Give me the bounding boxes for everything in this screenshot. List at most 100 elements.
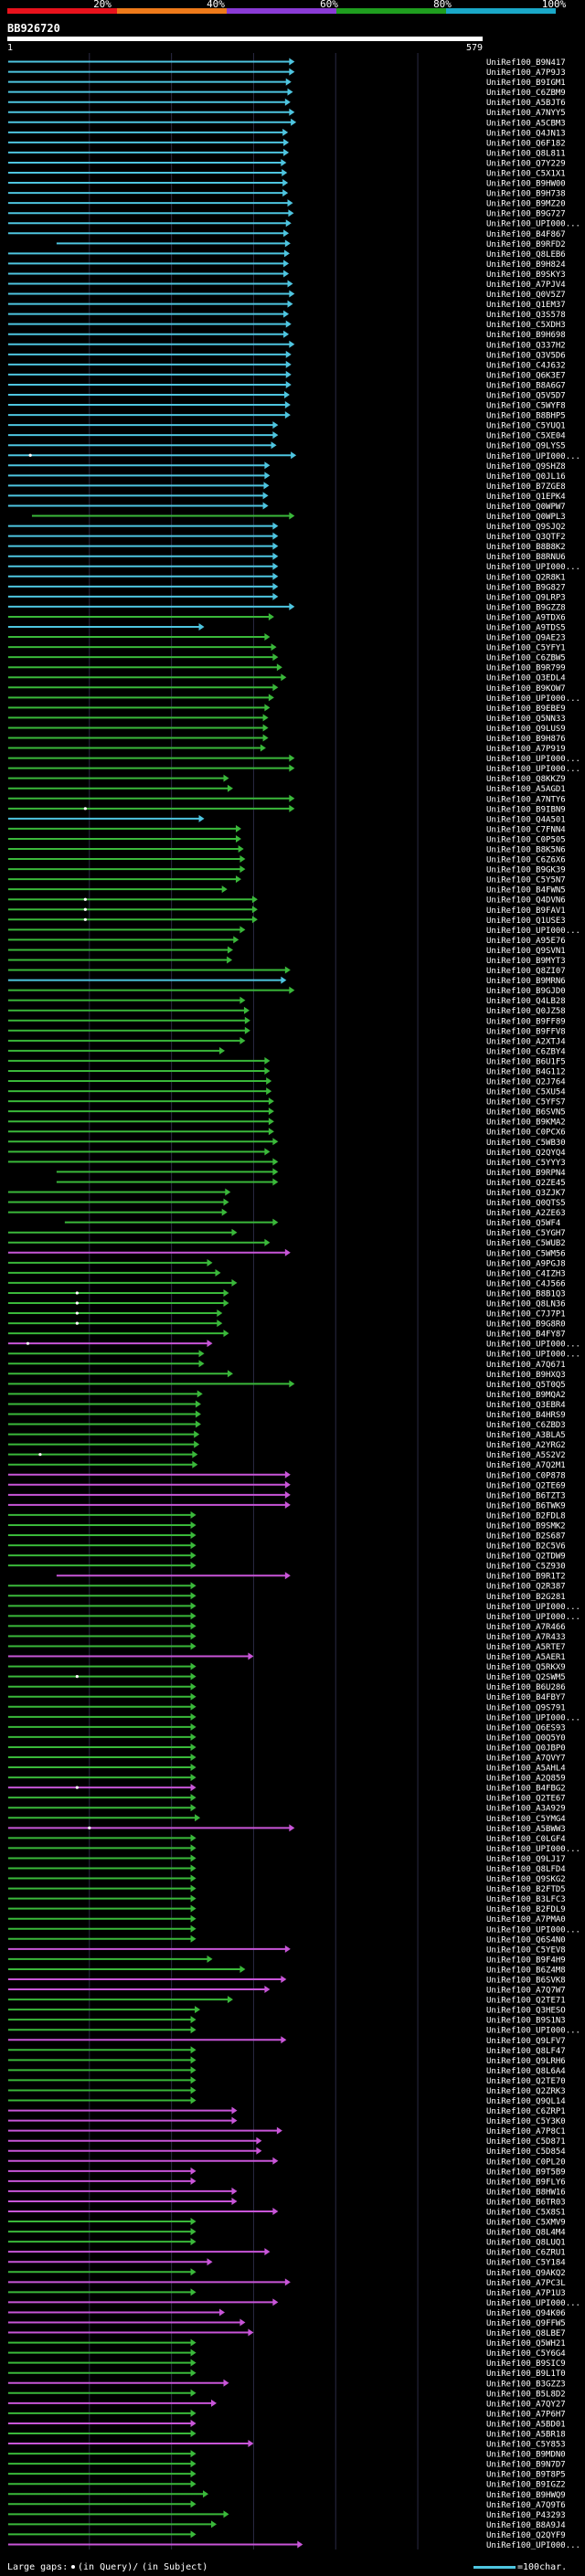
hit-label[interactable]: UniRef100_B8BHP5 — [486, 412, 566, 421]
hit-label[interactable]: UniRef100_Q3S578 — [486, 311, 566, 320]
hit-label[interactable]: UniRef100_UPI000... — [486, 220, 580, 229]
hit-label[interactable]: UniRef100_UPI000... — [486, 563, 580, 572]
hit-label[interactable]: UniRef100_B9MDN0 — [486, 2451, 566, 2460]
hit-label[interactable]: UniRef100_B9HXQ3 — [486, 1371, 566, 1380]
hit-label[interactable]: UniRef100_Q5NN33 — [486, 715, 566, 724]
hit-label[interactable]: UniRef100_B6TZT3 — [486, 1491, 566, 1500]
hit-label[interactable]: UniRef100_B8A6G7 — [486, 381, 566, 390]
hit-label[interactable]: UniRef100_B9MQA2 — [486, 1391, 566, 1400]
hit-label[interactable]: UniRef100_Q1EPK4 — [486, 493, 566, 502]
hit-label[interactable]: UniRef100_Q9LYS5 — [486, 442, 566, 451]
hit-label[interactable]: UniRef100_C5YFS7 — [486, 1098, 566, 1108]
hit-label[interactable]: UniRef100_Q8ZI07 — [486, 967, 566, 976]
hit-label[interactable]: UniRef100_B8RNU6 — [486, 553, 566, 562]
hit-label[interactable]: UniRef100_Q4A501 — [486, 815, 566, 824]
hit-label[interactable]: UniRef100_UPI000... — [486, 927, 580, 936]
hit-label[interactable]: UniRef100_A5BD01 — [486, 2420, 566, 2429]
hit-label[interactable]: UniRef100_B6Z4M8 — [486, 1966, 566, 1975]
hit-label[interactable]: UniRef100_Q6S4N0 — [486, 1935, 566, 1945]
hit-label[interactable]: UniRef100_Q9FFW5 — [486, 2319, 566, 2328]
hit-label[interactable]: UniRef100_C7FNN4 — [486, 825, 566, 834]
hit-label[interactable]: UniRef100_C5WB30 — [486, 1139, 566, 1148]
hit-label[interactable]: UniRef100_C5X1X1 — [486, 170, 566, 179]
hit-label[interactable]: UniRef100_Q2QYF9 — [486, 2531, 566, 2540]
hit-label[interactable]: UniRef100_C5WYF8 — [486, 402, 566, 411]
hit-label[interactable]: UniRef100_B4HRS9 — [486, 1411, 566, 1420]
hit-label[interactable]: UniRef100_Q8LUQ1 — [486, 2239, 566, 2248]
hit-label[interactable]: UniRef100_A7R433 — [486, 1633, 566, 1642]
hit-label[interactable]: UniRef100_B9L1T0 — [486, 2369, 566, 2379]
hit-label[interactable]: UniRef100_C5YFY1 — [486, 644, 566, 653]
hit-label[interactable]: UniRef100_Q5RKX9 — [486, 1663, 566, 1672]
hit-label[interactable]: UniRef100_Q9S791 — [486, 1703, 566, 1712]
hit-label[interactable]: UniRef100_Q2QYQ4 — [486, 1149, 566, 1158]
hit-label[interactable]: UniRef100_B2FTD5 — [486, 1885, 566, 1894]
hit-label[interactable]: UniRef100_A5S2V2 — [486, 1451, 566, 1460]
hit-label[interactable]: UniRef100_C4J632 — [486, 361, 566, 370]
hit-label[interactable]: UniRef100_C6ZBW5 — [486, 654, 566, 663]
hit-label[interactable]: UniRef100_Q9AE23 — [486, 634, 566, 643]
hit-label[interactable]: UniRef100_UPI000... — [486, 452, 580, 461]
hit-label[interactable]: UniRef100_B9T8P5 — [486, 2471, 566, 2480]
hit-label[interactable]: UniRef100_B8A9J4 — [486, 2521, 566, 2530]
hit-label[interactable]: UniRef100_Q1USE3 — [486, 917, 566, 926]
hit-label[interactable]: UniRef100_B4FBY7 — [486, 1693, 566, 1702]
hit-label[interactable]: UniRef100_B2FDL9 — [486, 1905, 566, 1914]
hit-label[interactable]: UniRef100_Q8LF47 — [486, 2047, 566, 2056]
hit-label[interactable]: UniRef100_C5YMG4 — [486, 1815, 566, 1824]
hit-label[interactable]: UniRef100_B9RPN4 — [486, 1169, 566, 1178]
hit-label[interactable]: UniRef100_B9GK39 — [486, 866, 566, 875]
hit-label[interactable]: UniRef100_Q3V5D6 — [486, 351, 566, 360]
hit-label[interactable]: UniRef100_UPI000... — [486, 1713, 580, 1723]
hit-label[interactable]: UniRef100_UPI000... — [486, 1603, 580, 1612]
hit-label[interactable]: UniRef100_C5YUQ1 — [486, 422, 566, 431]
hit-label[interactable]: UniRef100_A7Q7W7 — [486, 1987, 566, 1996]
hit-label[interactable]: UniRef100_Q9SVN1 — [486, 947, 566, 956]
hit-label[interactable]: UniRef100_UPI000... — [486, 1845, 580, 1854]
hit-label[interactable]: UniRef100_C5Y853 — [486, 2441, 566, 2450]
hit-label[interactable]: UniRef100_B9GZZ8 — [486, 603, 566, 612]
hit-label[interactable]: UniRef100_Q9AKQ2 — [486, 2269, 566, 2278]
hit-label[interactable]: UniRef100_Q0WPL3 — [486, 513, 566, 522]
hit-label[interactable]: UniRef100_A7P1U3 — [486, 2289, 566, 2298]
hit-label[interactable]: UniRef100_Q8LN36 — [486, 1300, 566, 1309]
hit-label[interactable]: UniRef100_Q9LUS9 — [486, 725, 566, 734]
hit-label[interactable]: UniRef100_Q6F182 — [486, 139, 566, 148]
hit-label[interactable]: UniRef100_B2S687 — [486, 1532, 566, 1542]
hit-label[interactable]: UniRef100_C0P505 — [486, 835, 566, 844]
hit-label[interactable]: UniRef100_Q8KKZ9 — [486, 775, 566, 784]
hit-label[interactable]: UniRef100_B9H876 — [486, 735, 566, 744]
hit-label[interactable]: UniRef100_B9H824 — [486, 260, 566, 270]
hit-label[interactable]: UniRef100_C5XE04 — [486, 432, 566, 441]
hit-label[interactable]: UniRef100_Q2TE67 — [486, 1795, 566, 1804]
hit-label[interactable]: UniRef100_B9G8R0 — [486, 1320, 566, 1330]
hit-label[interactable]: UniRef100_Q8LFD4 — [486, 1865, 566, 1874]
hit-label[interactable]: UniRef100_Q0WPW7 — [486, 503, 566, 512]
hit-label[interactable]: UniRef100_A7QVY7 — [486, 1754, 566, 1764]
hit-label[interactable]: UniRef100_Q8L811 — [486, 149, 566, 158]
hit-label[interactable]: UniRef100_B9RFD2 — [486, 240, 566, 249]
hit-label[interactable]: UniRef100_Q4LB28 — [486, 997, 566, 1006]
hit-label[interactable]: UniRef100_UPI000... — [486, 2299, 580, 2308]
hit-label[interactable]: UniRef100_C4IZH3 — [486, 1269, 566, 1278]
hit-label[interactable]: UniRef100_A7QY27 — [486, 2400, 566, 2409]
hit-label[interactable]: UniRef100_A3A929 — [486, 1805, 566, 1814]
hit-label[interactable]: UniRef100_Q0QTS5 — [486, 1199, 566, 1208]
hit-label[interactable]: UniRef100_Q2TDW9 — [486, 1553, 566, 1562]
hit-label[interactable]: UniRef100_A7Q2M1 — [486, 1461, 566, 1470]
hit-label[interactable]: UniRef100_B9GJD0 — [486, 987, 566, 996]
hit-label[interactable]: UniRef100_Q0JZ58 — [486, 1007, 566, 1016]
hit-label[interactable]: UniRef100_Q337H2 — [486, 341, 566, 350]
hit-label[interactable]: UniRef100_B9SMK2 — [486, 1521, 566, 1531]
hit-label[interactable]: UniRef100_Q2TE69 — [486, 1481, 566, 1490]
hit-label[interactable]: UniRef100_A7Q9T6 — [486, 2501, 566, 2510]
hit-label[interactable]: UniRef100_Q4DVN6 — [486, 896, 566, 906]
hit-label[interactable]: UniRef100_B6TWK9 — [486, 1501, 566, 1511]
hit-label[interactable]: UniRef100_B9FAV1 — [486, 906, 566, 916]
hit-label[interactable]: UniRef100_C5X8S1 — [486, 2209, 566, 2218]
hit-label[interactable]: UniRef100_B9N417 — [486, 58, 566, 68]
hit-label[interactable]: UniRef100_UPI000... — [486, 694, 580, 704]
hit-label[interactable]: UniRef100_B6SVN5 — [486, 1108, 566, 1118]
hit-label[interactable]: UniRef100_C5WUB2 — [486, 1239, 566, 1248]
hit-label[interactable]: UniRef100_UPI000... — [486, 2027, 580, 2036]
